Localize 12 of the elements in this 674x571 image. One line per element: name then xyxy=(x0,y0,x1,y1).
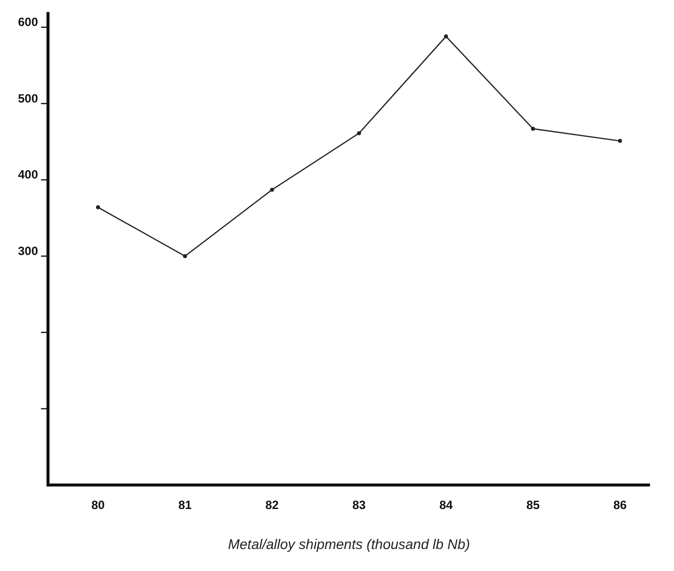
x-tick-label: 81 xyxy=(178,498,192,512)
x-tick-label: 86 xyxy=(613,498,627,512)
x-tick-label: 80 xyxy=(91,498,105,512)
y-tick-label: 500 xyxy=(18,91,38,106)
x-tick-label: 85 xyxy=(526,498,540,512)
y-tick-label: 400 xyxy=(18,168,38,182)
y-tick-label: 600 xyxy=(18,15,38,30)
x-axis-title: Metal/alloy shipments (thousand lb Nb) xyxy=(228,536,470,552)
x-tick-label: 84 xyxy=(439,498,453,512)
y-tick-label: 300 xyxy=(18,244,38,258)
x-tick-label: 83 xyxy=(352,498,366,512)
x-tick-label: 82 xyxy=(265,498,279,512)
